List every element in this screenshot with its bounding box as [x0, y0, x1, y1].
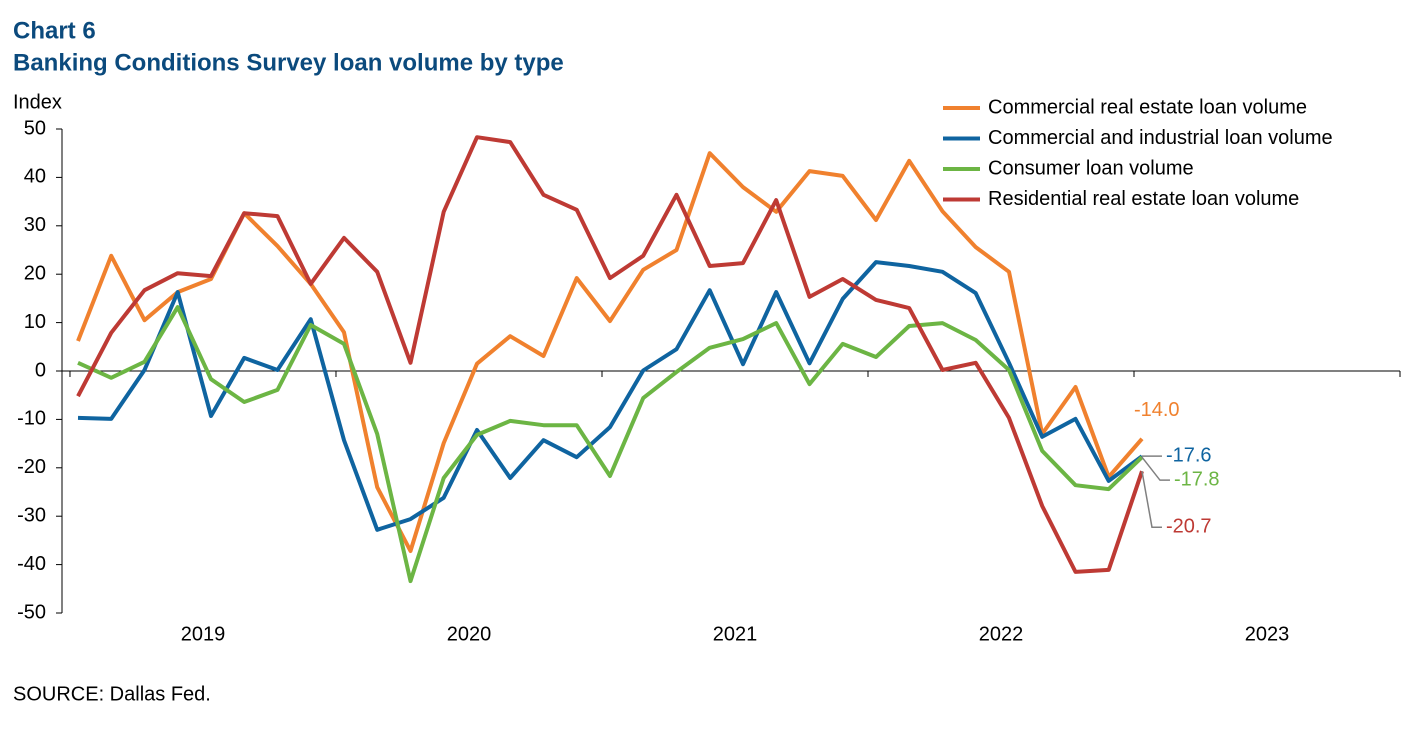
y-tick-label: -10 — [17, 408, 46, 430]
y-axis-label: Index — [13, 91, 62, 113]
legend-label: Commercial and industrial loan volume — [988, 127, 1333, 149]
source: SOURCE: Dallas Fed. — [13, 683, 211, 705]
legend-label: Consumer loan volume — [988, 157, 1194, 179]
x-tick-label: 2019 — [181, 623, 226, 645]
end-label: -14.0 — [1134, 399, 1180, 421]
series-line — [77, 260, 1144, 532]
y-tick-label: 10 — [24, 311, 46, 333]
y-tick-label: 20 — [24, 262, 46, 284]
series-line — [77, 305, 1144, 584]
series-line — [76, 135, 1144, 574]
y-tick-label: -30 — [17, 504, 46, 526]
chart-title: Chart 6 — [13, 17, 96, 44]
series-line — [76, 151, 1144, 553]
y-tick-label: -50 — [17, 601, 46, 623]
y-tick-label: 0 — [35, 359, 46, 381]
end-label: -20.7 — [1166, 515, 1212, 537]
end-label: -17.6 — [1166, 444, 1212, 466]
legend-label: Residential real estate loan volume — [988, 188, 1299, 210]
legend-label: Commercial real estate loan volume — [988, 96, 1307, 118]
y-tick-label: 30 — [24, 214, 46, 236]
x-tick-label: 2023 — [1245, 623, 1290, 645]
chart-subtitle: Banking Conditions Survey loan volume by… — [13, 49, 564, 76]
label-leader — [1141, 456, 1170, 481]
end-label: -17.8 — [1174, 468, 1220, 490]
x-tick-label: 2021 — [713, 623, 758, 645]
y-tick-label: 40 — [24, 166, 46, 188]
x-tick-label: 2022 — [979, 623, 1024, 645]
y-tick-label: 50 — [24, 117, 46, 139]
y-tick-label: -20 — [17, 456, 46, 478]
x-tick-label: 2020 — [447, 623, 492, 645]
label-leader — [1141, 471, 1162, 528]
y-tick-label: -40 — [17, 553, 46, 575]
